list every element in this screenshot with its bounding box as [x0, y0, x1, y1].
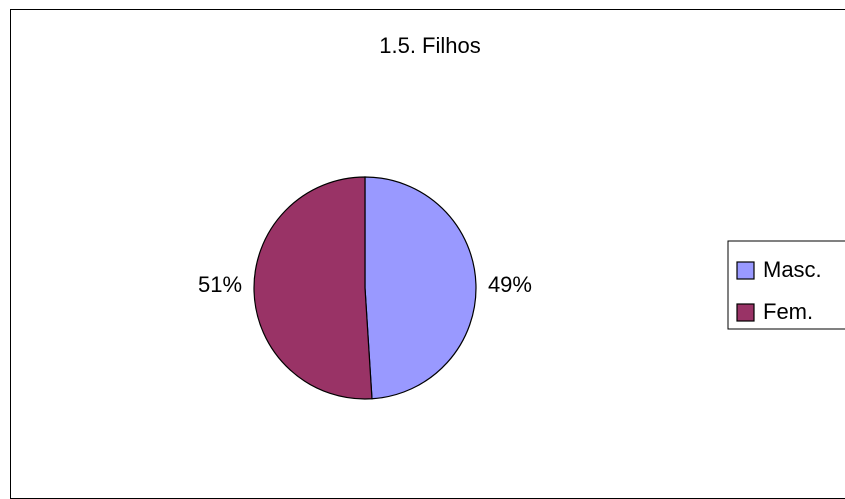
legend-swatch-masc — [736, 261, 755, 280]
data-label-fem: 51% — [198, 272, 242, 297]
data-label-masc: 49% — [488, 272, 532, 297]
legend-box — [727, 240, 845, 330]
pie-slice-fem — [253, 176, 373, 400]
chart-title: 1.5. Filhos — [379, 33, 481, 58]
legend-swatch-fem — [736, 303, 755, 322]
pie-slice-masc — [364, 176, 477, 400]
legend-label-masc: Masc. — [763, 257, 822, 282]
legend-label-fem: Fem. — [763, 299, 813, 324]
legend: Masc. Fem. — [727, 240, 845, 330]
data-labels: 49% 51% — [198, 272, 532, 297]
pie-slices — [253, 176, 477, 400]
